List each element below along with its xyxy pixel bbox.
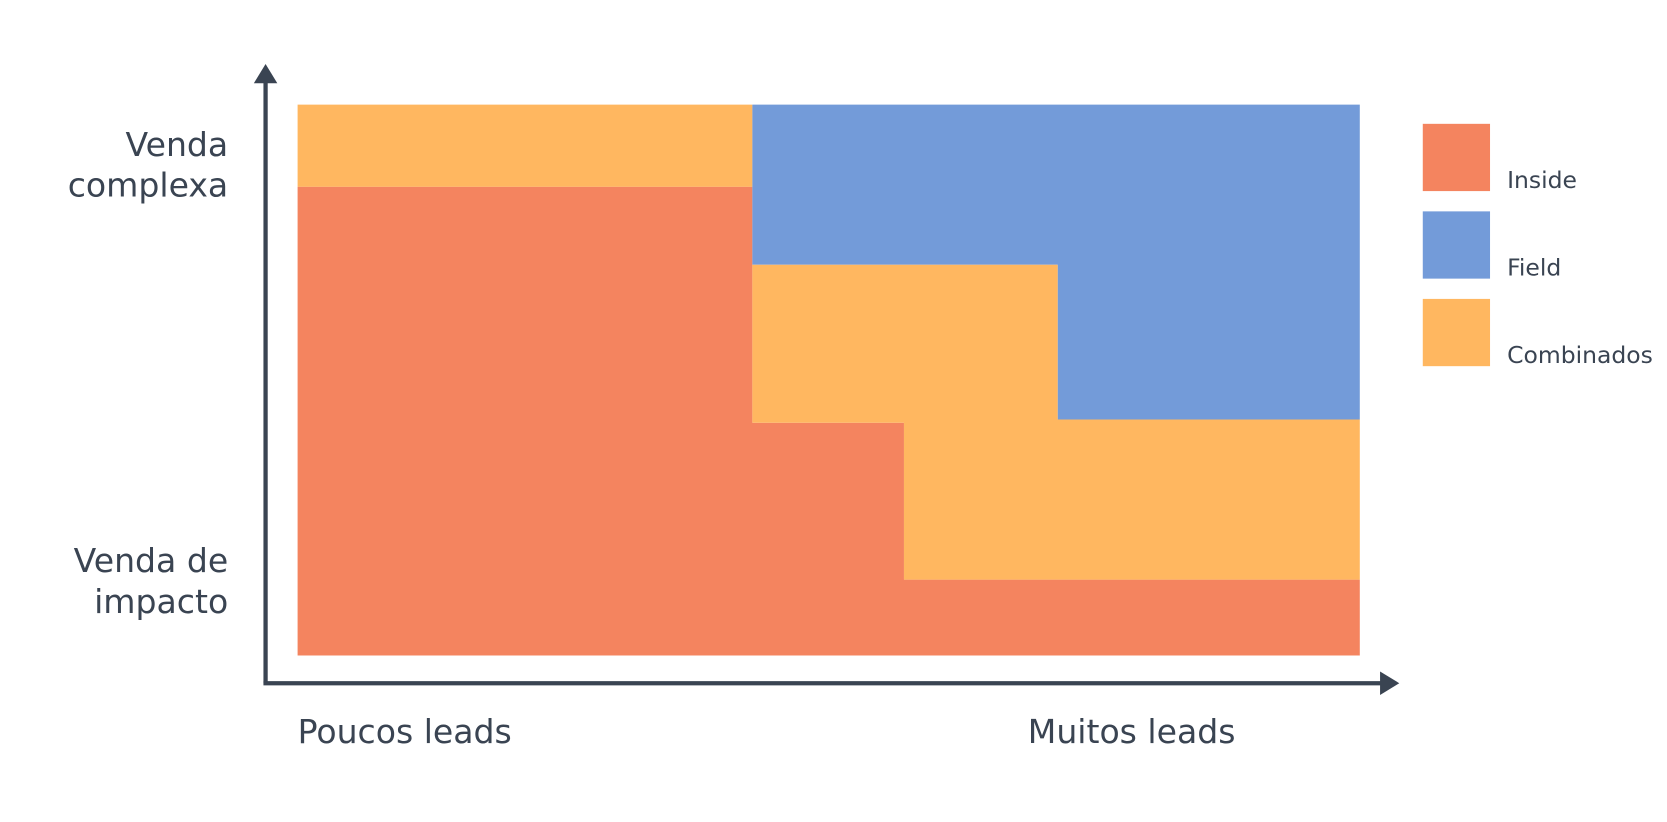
y-label-top: Venda (126, 125, 229, 164)
y-label-top: complexa (68, 165, 228, 204)
legend-label: Field (1507, 253, 1561, 281)
x-label-left: Poucos leads (298, 712, 512, 751)
legend-swatch (1422, 298, 1491, 367)
legend-swatch (1422, 123, 1491, 192)
legend-label: Inside (1507, 166, 1577, 194)
region-field (752, 104, 1360, 420)
region-combinados-top (297, 104, 753, 187)
legend-swatch (1422, 211, 1491, 279)
y-label-bottom: impacto (94, 582, 228, 621)
region-combinados-mid (752, 264, 1360, 580)
y-axis-arrow (253, 64, 278, 84)
legend-label: Combinados (1507, 341, 1653, 369)
x-axis-arrow (1380, 671, 1400, 695)
region-inside (297, 186, 1360, 656)
x-label-right: Muitos leads (1028, 712, 1236, 751)
y-label-bottom: Venda de (74, 541, 229, 580)
